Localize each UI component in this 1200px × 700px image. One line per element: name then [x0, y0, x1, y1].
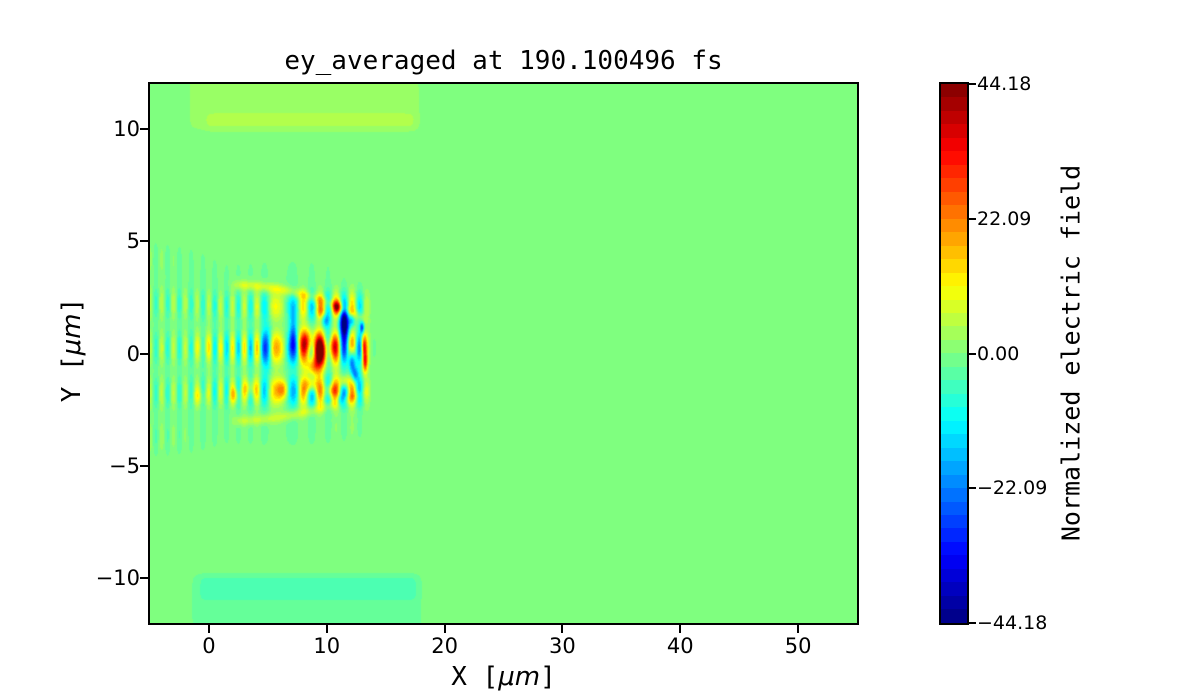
colorbar-segment: [941, 299, 967, 313]
x-axis-label-post: ]: [540, 662, 556, 692]
colorbar-tick-mark: [969, 217, 976, 220]
colorbar-segment: [941, 259, 967, 273]
chart-title: ey_averaged at 190.100496 fs: [284, 46, 723, 76]
colorbar-segment: [941, 151, 967, 165]
colorbar-label: Normalized electric field: [1056, 164, 1086, 542]
colorbar-segment: [941, 137, 967, 152]
x-tick-label: 30: [549, 634, 576, 658]
colorbar-segment: [941, 582, 967, 596]
colorbar-segment: [941, 501, 967, 515]
y-tick-label: −5: [109, 453, 140, 478]
x-axis-label: X [μm]: [150, 662, 857, 692]
y-tick-mark: [140, 240, 148, 243]
colorbar-segment: [941, 110, 967, 125]
x-tick-label: 10: [313, 634, 341, 658]
colorbar-segment: [941, 515, 967, 529]
colorbar-segment: [941, 528, 967, 542]
colorbar-segment: [941, 178, 967, 192]
colorbar-segment: [941, 97, 967, 111]
y-tick-label: 5: [126, 229, 140, 254]
x-tick-label: 50: [784, 634, 812, 658]
x-axis-label-mu: μm: [498, 662, 541, 692]
colorbar-segment: [941, 312, 967, 327]
colorbar-segment: [941, 245, 967, 260]
colorbar-segment: [941, 205, 967, 219]
colorbar-segment: [941, 232, 967, 246]
colorbar-segment: [941, 380, 967, 394]
colorbar-segment: [941, 191, 967, 206]
colorbar-segment: [941, 555, 967, 569]
y-axis-label-post: ]: [57, 297, 87, 314]
x-tick-mark: [679, 625, 682, 633]
colorbar-segment: [941, 434, 967, 448]
colorbar-segment: [941, 407, 967, 421]
colorbar-tick-label: −22.09: [977, 477, 1048, 500]
colorbar: [939, 82, 969, 625]
colorbar-segment: [941, 461, 967, 475]
x-axis-label-pre: X [: [451, 662, 499, 692]
colorbar-tick-label: −44.18: [977, 612, 1048, 634]
x-tick-label: 20: [431, 634, 458, 658]
colorbar-tick-label: 0.00: [977, 342, 1020, 365]
colorbar-segment: [941, 124, 967, 138]
colorbar-tick-mark: [969, 352, 976, 355]
y-tick-mark: [140, 127, 148, 130]
colorbar-segment: [941, 353, 967, 367]
colorbar-segment: [941, 84, 967, 98]
colorbar-segment: [941, 541, 967, 556]
colorbar-segment: [941, 218, 967, 233]
colorbar-tick-mark: [969, 83, 976, 85]
x-tick-mark: [797, 625, 800, 633]
heatmap-canvas: [150, 84, 857, 623]
colorbar-segment: [941, 609, 967, 623]
y-tick-label: −10: [95, 566, 140, 591]
colorbar-tick-mark: [969, 487, 976, 490]
y-tick-label: 0: [126, 341, 140, 366]
colorbar-segment: [941, 326, 967, 340]
colorbar-segment: [941, 286, 967, 300]
x-tick-mark: [325, 625, 328, 633]
colorbar-tick-label: 44.18: [977, 73, 1032, 95]
y-tick-mark: [140, 577, 148, 580]
x-tick-mark: [561, 625, 564, 633]
colorbar-segment: [941, 366, 967, 381]
x-tick-mark: [207, 625, 210, 633]
colorbar-segment: [941, 488, 967, 502]
colorbar-tick-label: 22.09: [977, 207, 1032, 230]
colorbar-segment: [941, 393, 967, 408]
colorbar-segment: [941, 164, 967, 179]
x-tick-label: 40: [666, 634, 694, 658]
colorbar-segment: [941, 595, 967, 610]
colorbar-segment: [941, 420, 967, 435]
colorbar-segment: [941, 474, 967, 489]
y-tick-mark: [140, 352, 148, 355]
heatmap-plot: [148, 82, 859, 625]
y-tick-mark: [140, 464, 148, 467]
x-tick-mark: [443, 625, 446, 633]
x-tick-label: 0: [202, 634, 216, 658]
colorbar-segment: [941, 339, 967, 354]
colorbar-tick-mark: [969, 622, 976, 624]
colorbar-segment: [941, 272, 967, 287]
colorbar-segment: [941, 568, 967, 583]
y-tick-label: 10: [113, 116, 140, 141]
colorbar-segment: [941, 447, 967, 462]
